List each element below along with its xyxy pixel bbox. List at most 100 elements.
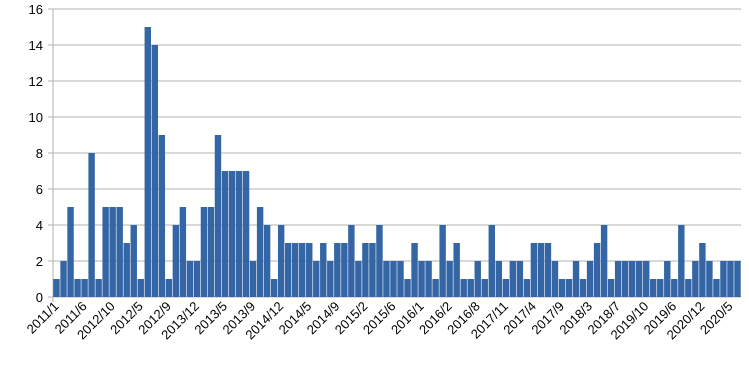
bar (474, 261, 481, 297)
y-tick-label: 12 (29, 74, 43, 89)
bar (172, 225, 180, 297)
bar (516, 261, 524, 297)
bar (284, 243, 292, 297)
bar (130, 225, 137, 297)
bar (123, 243, 130, 297)
bar (418, 261, 425, 297)
bar (425, 261, 432, 297)
bar (144, 27, 151, 297)
bar (242, 171, 250, 297)
bar (81, 279, 88, 297)
bar (488, 225, 495, 297)
bar (313, 261, 320, 297)
bar (397, 261, 404, 297)
bar (600, 225, 608, 297)
bar (186, 261, 194, 297)
y-tick-label: 0 (36, 290, 43, 305)
bar (460, 279, 467, 297)
bar (621, 261, 629, 297)
bar (692, 261, 699, 297)
bar (109, 207, 116, 297)
bar (151, 45, 159, 297)
bar (53, 279, 60, 297)
bar (706, 261, 713, 297)
bar (502, 279, 510, 297)
bar (270, 279, 278, 297)
bar (713, 279, 720, 297)
bar (685, 279, 692, 297)
bar (341, 243, 348, 297)
y-tick-label: 8 (36, 146, 43, 161)
bar (572, 261, 580, 297)
bar (369, 243, 376, 297)
bar (446, 261, 453, 297)
bar (558, 279, 566, 297)
bar (678, 225, 685, 297)
bar (327, 261, 334, 297)
bar (214, 135, 222, 297)
y-tick-label: 16 (29, 2, 43, 17)
bar (60, 261, 67, 297)
bar (165, 279, 173, 297)
bar (628, 261, 636, 297)
bar (699, 243, 706, 297)
bar (88, 153, 95, 297)
bar (256, 207, 264, 297)
bar (404, 279, 411, 297)
bar (439, 225, 446, 297)
bar (355, 261, 362, 297)
bar (362, 243, 369, 297)
bar (291, 243, 299, 297)
bar (579, 279, 587, 297)
bar (523, 279, 531, 297)
bar (565, 279, 573, 297)
bar (650, 279, 657, 297)
bar (102, 207, 109, 297)
bar (207, 207, 215, 297)
y-tick-label: 4 (36, 218, 43, 233)
bar (453, 243, 460, 297)
bar (249, 261, 257, 297)
bar (727, 261, 734, 297)
bar (383, 261, 390, 297)
bar (334, 243, 341, 297)
bar (643, 261, 650, 297)
bar (221, 171, 229, 297)
bar (306, 243, 313, 297)
y-tick-label: 6 (36, 182, 43, 197)
bar (179, 207, 187, 297)
y-tick-label: 10 (29, 110, 43, 125)
bar (537, 243, 545, 297)
bar (467, 279, 474, 297)
bar (95, 279, 102, 297)
bar (657, 279, 664, 297)
bar (593, 243, 601, 297)
bar (299, 243, 306, 297)
bar (390, 261, 397, 297)
bar (481, 279, 488, 297)
bar (158, 135, 166, 297)
bar (509, 261, 517, 297)
bar (607, 279, 615, 297)
y-tick-label: 2 (36, 254, 43, 269)
bar (193, 261, 201, 297)
bar (671, 279, 678, 297)
bar (376, 225, 383, 297)
bar (74, 279, 81, 297)
bar (411, 243, 418, 297)
bar (530, 243, 538, 297)
bar (320, 243, 327, 297)
bar (614, 261, 622, 297)
bar (551, 261, 559, 297)
bar (228, 171, 236, 297)
bar (277, 225, 285, 297)
bar (235, 171, 243, 297)
bar (720, 261, 727, 297)
bar (495, 261, 503, 297)
bar (348, 225, 355, 297)
bar (263, 225, 271, 297)
bar (544, 243, 552, 297)
bar (137, 279, 144, 297)
bar (432, 279, 439, 297)
